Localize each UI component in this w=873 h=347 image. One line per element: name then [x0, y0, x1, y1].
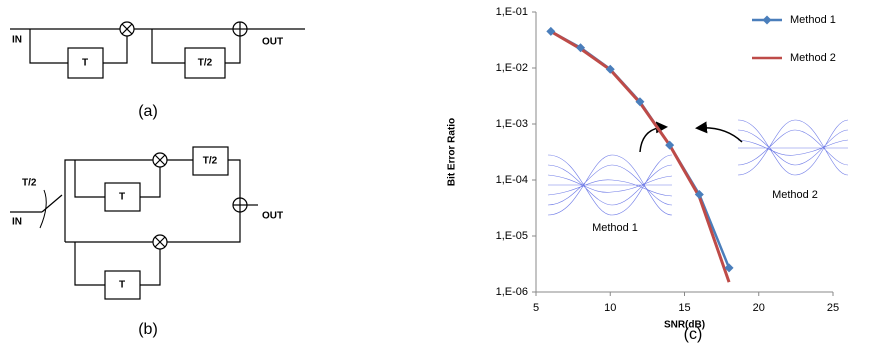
x-tick-label: 10	[604, 302, 616, 314]
wire	[75, 242, 105, 285]
annotation: Method 2	[772, 189, 818, 201]
diagram-a: IN T T/2 OUT (a)	[10, 22, 305, 120]
label: IN	[12, 217, 22, 228]
legend-label: Method 2	[790, 52, 836, 64]
wire	[103, 36, 127, 63]
label: IN	[12, 35, 22, 46]
y-tick-label: 1,E-04	[496, 174, 528, 186]
x-tick-label: 5	[533, 302, 539, 314]
label: T/2	[198, 58, 213, 69]
x-tick-label: 20	[753, 302, 765, 314]
y-axis-label: Bit Error Ratio	[447, 118, 458, 186]
wire	[167, 212, 240, 242]
caption: (b)	[138, 321, 158, 338]
y-tick-label: 1,E-01	[496, 6, 528, 18]
chart: 1,E-06 1,E-05 1,E-04 1,E-03 1,E-02 1,E-01 5 10 1…	[447, 6, 848, 343]
y-tick-label: 1,E-03	[496, 118, 528, 130]
label: OUT	[262, 211, 283, 222]
label: T	[119, 192, 125, 203]
y-tick-label: 1,E-02	[496, 62, 528, 74]
wire	[30, 29, 68, 63]
switch	[42, 195, 62, 212]
y-tick-label: 1,E-05	[496, 230, 528, 242]
wire	[140, 167, 160, 197]
label: T/2	[203, 156, 218, 167]
wire	[140, 249, 160, 285]
annotation: Method 1	[592, 222, 638, 234]
wire	[75, 160, 105, 197]
caption: (c)	[684, 326, 703, 343]
diagram-b: T/2 IN T T/2 OUT T (b)	[10, 147, 283, 338]
wire	[228, 160, 240, 198]
wire	[225, 36, 240, 63]
figure: IN T T/2 OUT (a) T/2 IN T T/2 OUT T (b)	[0, 0, 873, 347]
label: T	[82, 58, 88, 69]
wire	[152, 29, 185, 63]
label: T	[119, 280, 125, 291]
caption: (a)	[138, 103, 158, 120]
label: T/2	[22, 178, 37, 189]
x-tick-label: 25	[827, 302, 839, 314]
legend-marker	[763, 16, 772, 25]
label: OUT	[262, 37, 283, 48]
y-tick-label: 1,E-06	[496, 286, 528, 298]
switch-arrow	[40, 190, 46, 228]
arrow	[698, 128, 742, 142]
x-tick-label: 15	[678, 302, 690, 314]
series-line	[551, 31, 729, 282]
legend-label: Method 1	[790, 14, 836, 26]
